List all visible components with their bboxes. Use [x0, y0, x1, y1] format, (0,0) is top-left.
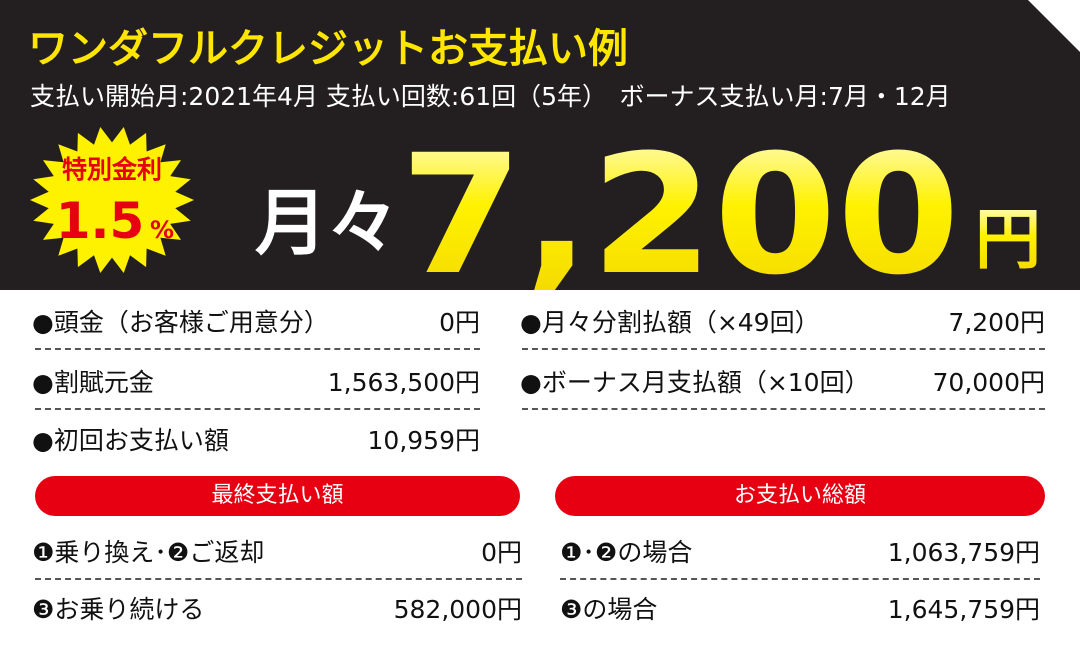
label: ❸お乗り続ける: [32, 595, 205, 624]
header-panel: ワンダフルクレジットお支払い例 支払い開始月:2021年4月 支払い回数:61回…: [0, 0, 1080, 290]
separator: [35, 348, 480, 350]
separator: [560, 578, 1040, 580]
badge-star: [30, 127, 194, 273]
separator: [35, 578, 522, 580]
detail-row: ●月々分割払額（×49回） 7,200円: [520, 303, 1045, 339]
subtitle: 支払い開始月:2021年4月 支払い回数:61回（5年） ボーナス支払い月:7月…: [30, 82, 951, 111]
detail-row: ●ボーナス月支払額（×10回） 70,000円: [520, 363, 1045, 399]
payment-row: ❶乗り換え･❷ご返却 0円: [32, 533, 522, 569]
badge-rate: 1.5: [56, 192, 145, 250]
value: 0円: [481, 538, 522, 567]
value: 1,063,759円: [887, 538, 1040, 567]
label: ●ボーナス月支払額（×10回）: [520, 368, 870, 397]
payment-row: ❸お乗り続ける 582,000円: [32, 590, 522, 626]
label: ●月々分割払額（×49回）: [520, 308, 820, 337]
section-header: お支払い総額: [555, 476, 1045, 516]
section-header: 最終支払い額: [35, 476, 520, 516]
label: ❶･❷の場合: [560, 538, 693, 567]
payment-row: ❶･❷の場合 1,063,759円: [560, 533, 1040, 569]
monthly-unit: 円: [975, 201, 1041, 278]
monthly-prefix: 月々: [255, 181, 399, 265]
title: ワンダフルクレジットお支払い例: [28, 26, 628, 72]
value: 1,645,759円: [887, 595, 1040, 624]
separator: [522, 408, 1045, 410]
label: ●割賦元金: [32, 368, 154, 397]
detail-row: ●初回お支払い額 10,959円: [32, 421, 480, 457]
separator: [35, 408, 480, 410]
label: ❶乗り換え･❷ご返却: [32, 538, 265, 567]
badge-label: 特別金利: [62, 155, 162, 184]
value: 1,563,500円: [327, 368, 480, 397]
monthly-amount: 7,200: [400, 119, 960, 290]
value: 10,959円: [367, 426, 480, 455]
label: ●頭金（お客様ご用意分）: [32, 308, 329, 337]
header-bg: [0, 0, 1080, 290]
separator: [522, 348, 1045, 350]
badge-unit: %: [150, 216, 174, 244]
corner-fold: [1028, 0, 1080, 52]
value: 0円: [439, 308, 480, 337]
label: ●初回お支払い額: [32, 426, 229, 455]
value: 582,000円: [393, 595, 522, 624]
value: 70,000円: [932, 368, 1045, 397]
payment-row: ❸の場合 1,645,759円: [560, 590, 1040, 626]
detail-row: ●割賦元金 1,563,500円: [32, 363, 480, 399]
detail-row: ●頭金（お客様ご用意分） 0円: [32, 303, 480, 339]
value: 7,200円: [948, 308, 1045, 337]
label: ❸の場合: [560, 595, 658, 624]
